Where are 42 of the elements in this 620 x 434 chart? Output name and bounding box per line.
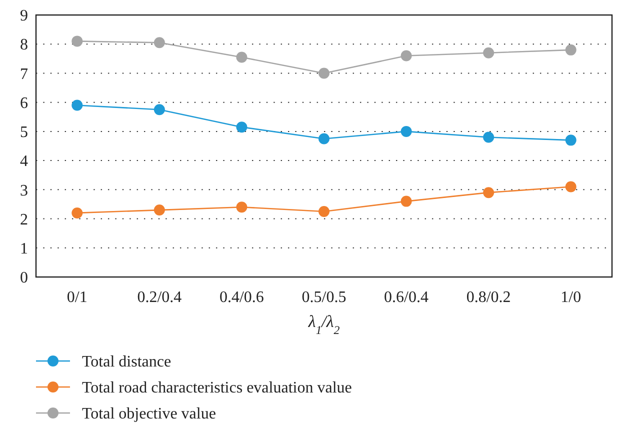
point: [154, 37, 165, 48]
point: [318, 68, 330, 79]
x-tick-label: 0/1: [66, 289, 88, 306]
legend-label: Total objective value: [82, 406, 216, 423]
point: [154, 104, 165, 116]
legend-label: Total distance: [82, 354, 172, 371]
point: [72, 36, 83, 47]
point: [154, 204, 165, 216]
x-tick-label: 0.8/0.2: [466, 289, 511, 306]
point: [72, 100, 83, 111]
x-tick-label: 0.6/0.4: [384, 289, 429, 306]
x-tick-label: 0.5/0.5: [302, 289, 346, 306]
point: [318, 206, 330, 217]
point: [483, 187, 494, 198]
point: [483, 47, 494, 58]
point: [236, 52, 248, 63]
x-tick-label: 0.4/0.6: [219, 289, 264, 306]
y-tick-label: 3: [20, 182, 28, 200]
x-tick-label: 1/0: [560, 289, 582, 306]
point: [565, 181, 576, 192]
y-tick-label: 1: [20, 240, 28, 258]
legend-label: Total road characteristics evaluation value: [82, 380, 352, 397]
point: [400, 50, 412, 62]
y-tick-label: 8: [20, 36, 28, 54]
y-tick-label: 9: [20, 8, 28, 25]
y-tick-label: 6: [20, 94, 28, 112]
y-tick-label: 2: [20, 211, 28, 228]
y-tick-label: 5: [20, 124, 28, 142]
point: [565, 44, 576, 56]
point: [400, 196, 412, 207]
x-axis-title: λ$_{1}$/λ$_{2}$: [307, 312, 340, 337]
point: [236, 122, 248, 133]
point: [72, 207, 83, 218]
point: [565, 134, 576, 146]
point: [400, 126, 412, 137]
x-tick-label: 0.2/0.4: [137, 289, 182, 306]
point: [483, 132, 494, 143]
y-tick-label: 7: [20, 66, 28, 83]
point: [318, 133, 330, 144]
y-tick-label: 4: [20, 153, 28, 170]
point: [236, 202, 248, 213]
y-tick-label: 0: [20, 270, 28, 287]
